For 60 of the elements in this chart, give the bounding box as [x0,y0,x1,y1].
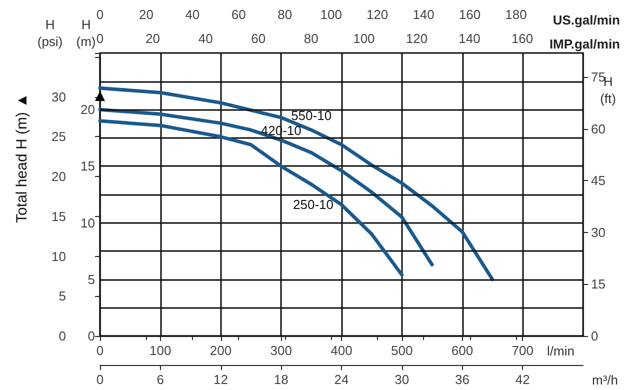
text: Total head H (m) ▲ [14,93,30,223]
x-tick-label: 42 [515,372,530,387]
x2-axis-title: IMP.gal/min [549,36,620,52]
y3-tick-label: 60 [591,121,606,136]
x2-tick-label: 20 [138,7,154,22]
y-tick-label: 0 [88,328,95,344]
x-tick-label: 12 [214,372,228,387]
x2-tick-label: 40 [185,7,200,22]
x2-tick-label: 20 [146,31,160,46]
x2-tick-label: 80 [278,7,292,22]
series-label: 550-10 [291,108,332,123]
y2-axis-title: H (psi) [37,17,63,49]
y2-tick-label: 30 [52,89,66,104]
x-axis-title: m³/h [592,372,618,388]
y3-tick-label: 15 [591,276,606,292]
x2-tick-label: 100 [353,31,375,46]
y3-tick-label: 0 [591,328,598,344]
x-tick-label: 500 [391,343,413,358]
y3-tick-label: 45 [591,173,606,188]
y3-tick-label: 75 [591,70,606,85]
x-tick-label: 30 [394,372,410,387]
x-tick-label: 36 [455,372,470,387]
y2-tick-label: 10 [52,248,66,264]
y2-tick-label: 0 [58,328,66,344]
line-series [98,108,434,266]
y3-tick-label: 30 [591,224,606,240]
y2-tick-label: 15 [52,208,66,224]
line-series [98,86,494,282]
x2-tick-label: 40 [198,31,213,46]
x2-tick-label: 120 [366,7,388,22]
x-tick-label: 24 [334,372,349,387]
x-tick-label: 300 [270,343,292,358]
x-tick-label: 200 [210,343,232,358]
y-tick-label: 15 [80,158,95,174]
x2-tick-label: 60 [231,7,246,22]
x2-axis-title: US.gal/min [552,12,620,28]
y-tick-label: 5 [88,272,95,287]
x2-tick-label: 100 [320,7,342,22]
x2-tick-label: 160 [511,31,534,46]
x-tick-label: 600 [451,343,474,358]
x-tick-label: 18 [274,372,288,387]
x2-tick-label: 140 [412,7,434,22]
y2-tick-label: 20 [52,169,66,184]
x2-tick-label: 80 [304,31,318,46]
y-tick-label: 20 [80,102,95,118]
x2-tick-label: 180 [505,7,527,22]
y2-tick-label: 25 [52,129,66,144]
x2-tick-label: 120 [406,31,428,46]
y-axis-title: H (m) [76,17,96,49]
x-axis-title: l/min [547,344,574,358]
x2-tick-label: 160 [458,7,481,22]
series-label: 250-10 [293,197,334,212]
x2-tick-label: 60 [251,31,266,46]
x-tick-label: 700 [512,343,534,358]
x-tick-label: 100 [150,343,172,358]
x-tick-label: 6 [156,372,164,387]
x-tick-label: 400 [330,343,352,358]
y2-tick-label: 5 [58,288,66,304]
x2-tick-label: 140 [458,31,480,46]
y-tick-label: 10 [80,215,95,230]
